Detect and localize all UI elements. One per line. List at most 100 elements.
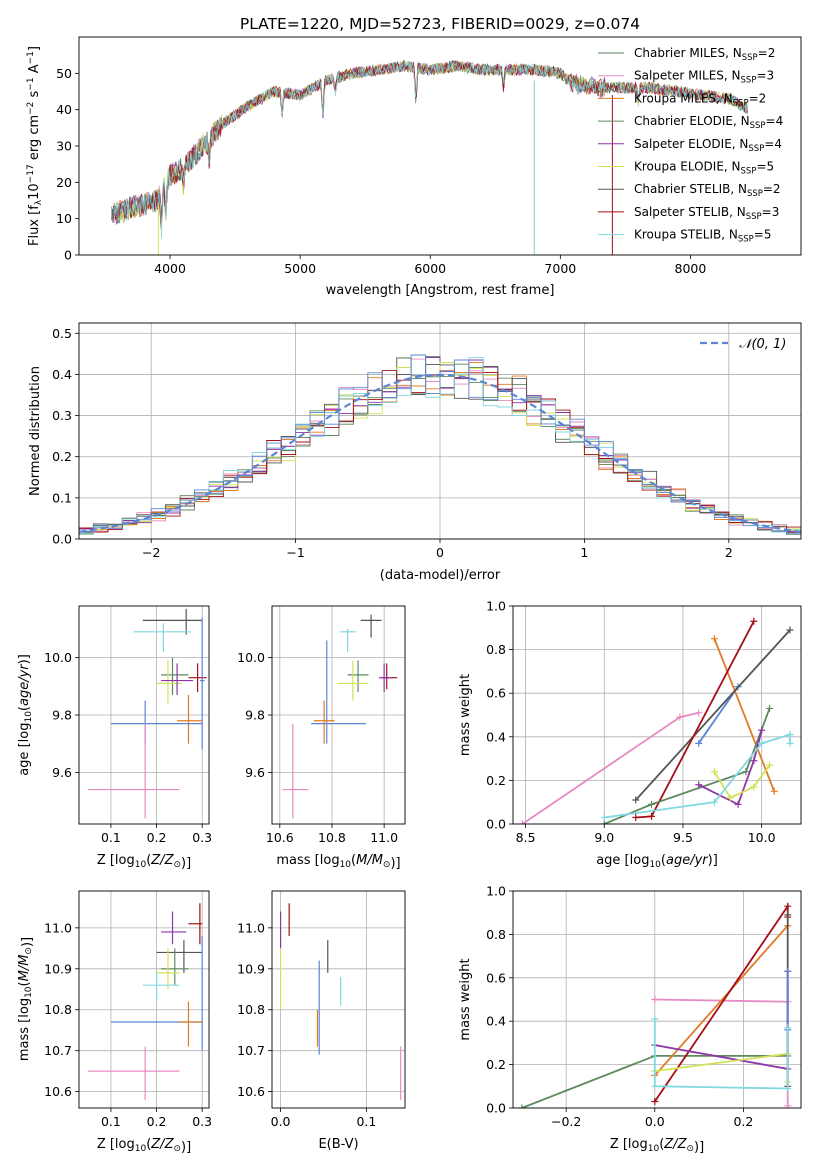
mass-weight-line (654, 903, 789, 1103)
age_vs_mass-frame (271, 605, 406, 825)
mass_vs_Z-frame (78, 890, 210, 1109)
x-tick-label: 4000 (154, 261, 186, 276)
hist-series-step (79, 356, 801, 536)
y-tick-label: 0.2 (52, 449, 72, 464)
spectrum-ylabel: Flux [fλ10−17 erg cm−2 s−1 A−1] (26, 46, 44, 246)
x-tick-label: 0.2 (147, 830, 167, 845)
x-tick-label: 8000 (675, 261, 707, 276)
plus-marker (786, 626, 794, 634)
age_vs_Z-frame (78, 605, 210, 825)
y-tick-label: 11.0 (237, 920, 265, 935)
hist-ylabel: Normed distribution (28, 366, 43, 496)
y-tick-label: 50 (56, 66, 72, 81)
x-tick-label: 0.2 (733, 1114, 753, 1129)
spectrum-series-line (112, 60, 748, 229)
legend-label: Chabrier STELIB, NSSP=2 (634, 182, 781, 199)
x-tick-label: 0.1 (101, 1114, 121, 1129)
x-tick-label: 0.2 (147, 1114, 167, 1129)
plus-marker (766, 704, 774, 712)
y-tick-label: 10.7 (44, 1043, 72, 1058)
plus-marker (600, 813, 608, 821)
y-tick-label: 0.0 (486, 817, 506, 832)
plus-marker (750, 617, 758, 625)
plus-marker (750, 783, 758, 791)
x-tick-label: −1 (286, 545, 304, 560)
y-tick-label: 0.2 (486, 773, 506, 788)
y-tick-label: 0.8 (486, 642, 506, 657)
plus-marker (695, 709, 703, 717)
spectrum-series-line (113, 59, 748, 239)
spectrum-legend: Chabrier MILES, NSSP=2 Salpeter MILES, NS… (598, 46, 783, 245)
legend-label: Kroupa STELIB, NSSP=5 (634, 228, 772, 245)
plus-marker (734, 800, 742, 808)
plus-marker (770, 787, 778, 795)
plus-marker (786, 739, 794, 747)
y-tick-label: 10.9 (237, 961, 265, 976)
y-tick-label: 0.6 (486, 686, 506, 701)
massweight_vs_Z-ylabel: mass weight (458, 958, 473, 1040)
plus-marker (647, 812, 655, 820)
plus-marker (742, 768, 750, 776)
age_vs_mass-axes: 10.6 10.8 11.0 9.6 9.8 10.0 (237, 606, 405, 845)
mass_vs_ebv-points (279, 903, 402, 1100)
plus-marker (676, 713, 684, 721)
y-tick-label: 20 (56, 175, 72, 190)
plus-marker (518, 1104, 526, 1108)
x-tick-label: 8.5 (516, 830, 536, 845)
y-tick-label: 10.6 (237, 1084, 265, 1099)
legend-label: Salpeter STELIB, NSSP=3 (634, 205, 779, 222)
plot-layer: 4000 5000 6000 7000 800001020304050wavelengt… (17, 36, 802, 1155)
legend-label: Salpeter MILES, NSSP=3 (634, 69, 774, 86)
x-tick-label: 10.8 (318, 830, 346, 845)
mass_vs_ebv-axes: 0.0 0.1 10.6 10.7 10.8 10.9 11.0 (237, 891, 405, 1129)
mass-weight-line (654, 925, 789, 1077)
mass-weight-line (635, 620, 755, 819)
massweight_vs_age-frame (512, 605, 802, 825)
x-tick-label: 11.0 (370, 830, 398, 845)
y-tick-label: 0.0 (52, 532, 72, 547)
legend-label: Kroupa ELODIE, NSSP=5 (634, 160, 774, 177)
y-tick-label: 0.1 (52, 490, 72, 505)
x-tick-label: 0.0 (645, 1114, 665, 1129)
legend-label: 𝒩(0, 1) (739, 337, 786, 352)
y-tick-label: 10.7 (237, 1043, 265, 1058)
hist-series-step (79, 354, 801, 536)
x-tick-label: 10.0 (748, 830, 776, 845)
x-tick-label: −2 (142, 545, 160, 560)
plus-marker (695, 739, 703, 747)
mass-weight-line (698, 730, 763, 806)
legend-label: Salpeter ELODIE, NSSP=4 (634, 137, 782, 154)
mass_vs_Z-points (88, 903, 203, 1100)
mass-Z-ylabel: mass [log10(M/M⊙)] (17, 937, 35, 1061)
y-tick-label: 10.0 (237, 650, 265, 665)
x-tick-label: 0.0 (271, 1114, 291, 1129)
y-tick-label: 0.0 (486, 1101, 506, 1116)
plus-marker (726, 794, 734, 802)
x-tick-label: 0.1 (101, 830, 121, 845)
y-tick-label: 1.0 (486, 599, 506, 614)
y-tick-label: 0.8 (486, 927, 506, 942)
y-tick-label: 1.0 (486, 884, 506, 899)
spectrum-axes: 4000 5000 6000 7000 8000 0 10 20 30 40 50 (56, 66, 706, 276)
y-tick-label: 9.6 (52, 765, 72, 780)
x-tick-label: 9.5 (673, 830, 693, 845)
spectrum-frame (78, 36, 802, 256)
x-tick-label: 0 (436, 545, 444, 560)
mass_vs_Z-axes: 0.1 0.2 0.3 10.6 10.7 10.8 10.9 11.0 (44, 891, 212, 1129)
plus-marker (766, 761, 774, 769)
massweight_vs_Z-axes: −0.2 0.0 0.2 0.0 0.2 0.4 0.6 0.8 1.0 (486, 884, 801, 1129)
figure-title: PLATE=1220, MJD=52723, FIBERID=0029, z=0… (240, 15, 640, 33)
x-tick-label: 10.6 (266, 830, 294, 845)
plus-marker (651, 1015, 659, 1023)
mass-weight-line (713, 638, 776, 792)
legend-label: Chabrier MILES, NSSP=2 (634, 46, 775, 63)
y-tick-label: 0.3 (52, 408, 72, 423)
mass_vs_ebv-frame (271, 890, 406, 1109)
spectrum-xlabel: wavelength [Angstrom, rest frame] (326, 283, 555, 298)
y-tick-label: 9.8 (52, 708, 72, 723)
mass-weight-line (697, 686, 739, 744)
y-tick-label: 10.6 (44, 1084, 72, 1099)
y-tick-label: 0.4 (486, 1014, 506, 1029)
plus-marker (784, 1084, 792, 1092)
